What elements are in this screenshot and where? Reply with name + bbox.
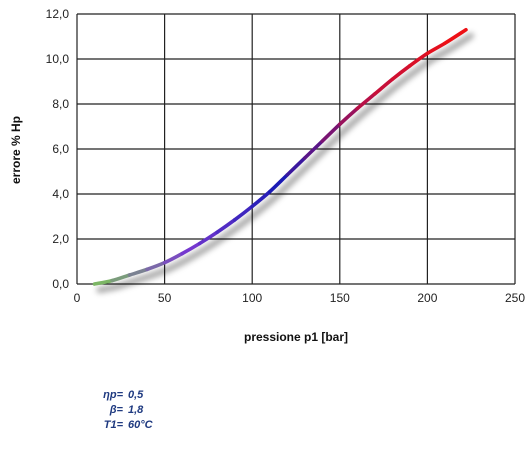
series-line-segment [250,189,272,209]
x-tick-label: 200 [417,291,437,305]
y-tick-label: 8,0 [52,97,69,111]
x-tick-label: 50 [158,291,172,305]
param-label: T1= [103,419,123,431]
series-line-segment [302,139,325,160]
chart: 0 50 100 150 200 250 0,0 2,0 4,0 6,0 8,0 10,0 12,0 p… [9,7,526,344]
data-series [92,27,474,293]
param-label: β= [109,404,123,416]
y-tick-label: 12,0 [46,7,70,21]
param-label: ηp= [103,389,123,401]
y-axis-title: errore % Hp [9,116,23,184]
tick-labels: 0 50 100 150 200 250 0,0 2,0 4,0 6,0 8,0 10,0 12,0 [46,7,526,305]
series-line-shadow [96,32,474,293]
y-tick-label: 4,0 [52,187,69,201]
grid [76,13,516,285]
series-line-segment [285,156,307,177]
x-tick-label: 250 [505,291,525,305]
series-line-segment [127,267,149,277]
series-line-segment [355,92,377,111]
param-row: ηp= 0,5 [86,388,168,403]
param-row: β= 1,8 [86,403,168,418]
param-row: T1= 60°C [86,418,168,433]
x-axis-title: pressione p1 [bar] [244,330,348,344]
x-tick-label: 150 [330,291,350,305]
y-tick-label: 2,0 [52,232,69,246]
series-line-segment [373,77,395,96]
series-line-segment [215,218,237,235]
y-tick-label: 0,0 [52,277,69,291]
parameter-box: ηp= 0,5 β= 1,8 T1= 60°C [86,388,168,433]
y-tick-label: 10,0 [46,52,70,66]
series-line-segment [425,41,447,56]
series-line-segment [390,63,412,82]
series-line-segment [145,260,167,272]
y-tick-label: 6,0 [52,142,69,156]
param-value: 1,8 [128,404,144,416]
x-tick-label: 100 [242,291,262,305]
series-line-segment [232,204,254,222]
series-line-segment [267,173,290,194]
series-line-segment [110,273,132,283]
param-value: 0,5 [128,389,144,401]
x-tick-label: 0 [74,291,81,305]
series-line-segment [443,27,468,46]
series-line-segment [338,106,360,127]
param-value: 60°C [128,419,153,431]
series-line-segment [320,122,342,143]
